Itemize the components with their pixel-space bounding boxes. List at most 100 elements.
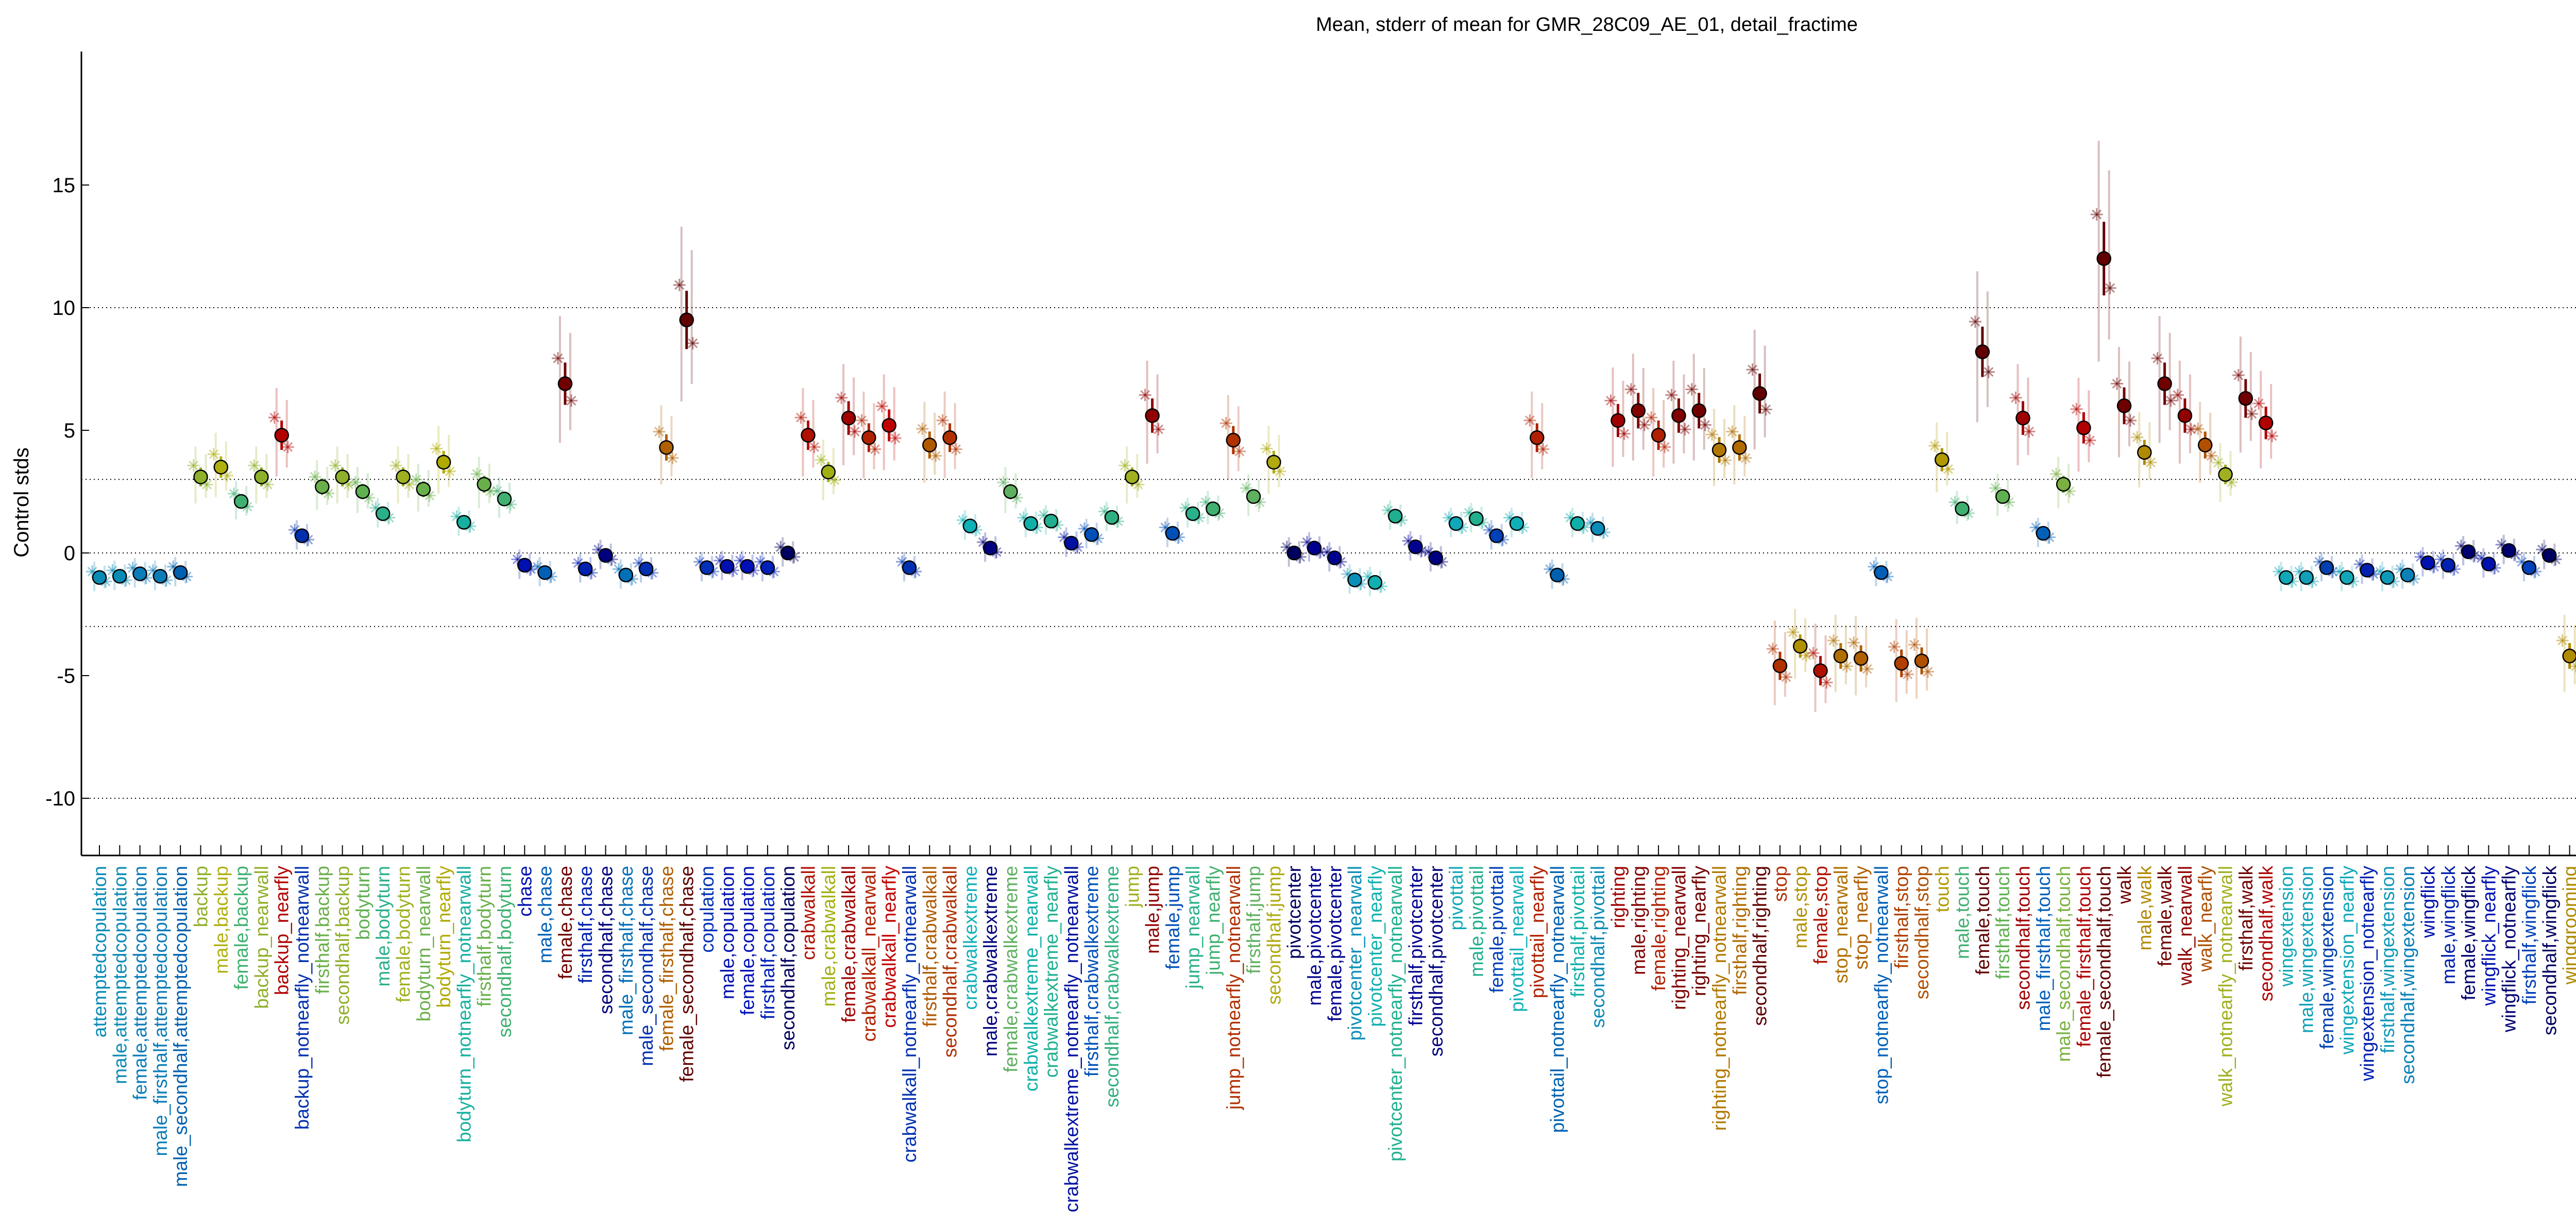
mean-marker[interactable] — [2562, 648, 2576, 664]
mean-marker[interactable] — [1064, 535, 1079, 551]
mean-marker[interactable] — [1448, 516, 1464, 531]
mean-marker[interactable] — [1125, 469, 1140, 484]
mean-marker[interactable] — [1367, 575, 1383, 590]
mean-marker[interactable] — [2360, 563, 2375, 578]
mean-marker[interactable] — [1084, 527, 1099, 542]
mean-marker[interactable] — [2238, 391, 2253, 406]
mean-marker[interactable] — [375, 506, 391, 522]
mean-marker[interactable] — [1428, 550, 1444, 565]
mean-marker[interactable] — [2258, 415, 2274, 430]
mean-marker[interactable] — [1631, 403, 1646, 418]
mean-marker[interactable] — [1874, 565, 1889, 580]
mean-marker[interactable] — [1165, 526, 1180, 541]
mean-marker[interactable] — [132, 566, 147, 581]
mean-marker[interactable] — [1489, 528, 1504, 543]
mean-marker[interactable] — [1853, 651, 1869, 666]
mean-marker[interactable] — [1935, 452, 1950, 467]
mean-marker[interactable] — [780, 545, 795, 561]
mean-marker[interactable] — [477, 477, 492, 492]
mean-marker[interactable] — [274, 428, 289, 443]
mean-marker[interactable] — [801, 428, 816, 443]
mean-marker[interactable] — [416, 481, 431, 497]
mean-marker[interactable] — [962, 518, 978, 533]
mean-marker[interactable] — [2157, 376, 2172, 391]
mean-marker[interactable] — [2116, 398, 2132, 413]
mean-marker[interactable] — [1671, 408, 1686, 423]
mean-marker[interactable] — [436, 455, 451, 470]
mean-marker[interactable] — [1206, 501, 1221, 516]
mean-marker[interactable] — [1894, 656, 1909, 671]
mean-marker[interactable] — [2400, 567, 2415, 583]
mean-marker[interactable] — [740, 559, 755, 574]
mean-marker[interactable] — [2420, 555, 2435, 570]
mean-marker[interactable] — [1226, 432, 1241, 448]
mean-marker[interactable] — [2441, 558, 2456, 573]
mean-marker[interactable] — [2299, 570, 2314, 585]
mean-marker[interactable] — [2036, 526, 2051, 541]
mean-marker[interactable] — [821, 464, 836, 480]
mean-marker[interactable] — [517, 558, 532, 573]
mean-marker[interactable] — [1651, 428, 1666, 443]
mean-marker[interactable] — [557, 376, 573, 391]
mean-marker[interactable] — [1408, 539, 1423, 555]
mean-marker[interactable] — [1003, 484, 1018, 499]
mean-marker[interactable] — [1550, 567, 1565, 583]
mean-marker[interactable] — [1327, 550, 1342, 565]
mean-marker[interactable] — [1955, 501, 1970, 516]
mean-marker[interactable] — [982, 541, 998, 556]
mean-marker[interactable] — [1995, 489, 2010, 504]
mean-marker[interactable] — [1266, 455, 1281, 470]
mean-marker[interactable] — [2197, 438, 2213, 452]
mean-marker[interactable] — [638, 561, 654, 577]
mean-marker[interactable] — [720, 559, 735, 574]
mean-marker[interactable] — [112, 568, 127, 584]
mean-marker[interactable] — [2218, 467, 2233, 482]
mean-marker[interactable] — [1023, 516, 1039, 531]
mean-marker[interactable] — [578, 561, 593, 577]
mean-marker[interactable] — [699, 560, 715, 575]
mean-marker[interactable] — [1043, 513, 1059, 529]
mean-marker[interactable] — [760, 560, 775, 575]
mean-marker[interactable] — [355, 484, 370, 499]
mean-marker[interactable] — [1611, 413, 1625, 428]
mean-marker[interactable] — [335, 469, 350, 484]
mean-marker[interactable] — [1246, 489, 1261, 504]
mean-marker[interactable] — [396, 469, 411, 484]
mean-marker[interactable] — [1104, 510, 1120, 525]
mean-marker[interactable] — [1732, 440, 1747, 455]
mean-marker[interactable] — [193, 469, 208, 484]
mean-marker[interactable] — [1469, 511, 1484, 526]
mean-marker[interactable] — [173, 565, 188, 580]
mean-marker[interactable] — [2056, 477, 2071, 492]
mean-marker[interactable] — [456, 515, 471, 530]
mean-marker[interactable] — [152, 568, 168, 584]
mean-marker[interactable] — [2542, 548, 2557, 563]
mean-marker[interactable] — [922, 438, 937, 452]
mean-marker[interactable] — [1772, 658, 1788, 674]
mean-marker[interactable] — [2521, 560, 2537, 575]
mean-marker[interactable] — [497, 492, 512, 507]
mean-marker[interactable] — [1711, 442, 1727, 458]
mean-marker[interactable] — [1914, 653, 1929, 668]
mean-marker[interactable] — [315, 479, 330, 494]
mean-marker[interactable] — [1752, 386, 1767, 401]
mean-marker[interactable] — [254, 469, 269, 484]
mean-marker[interactable] — [1691, 403, 1706, 418]
mean-marker[interactable] — [537, 565, 552, 580]
mean-marker[interactable] — [659, 440, 674, 455]
mean-marker[interactable] — [2481, 557, 2496, 572]
mean-marker[interactable] — [1387, 509, 1403, 524]
mean-marker[interactable] — [92, 570, 107, 585]
mean-marker[interactable] — [2076, 420, 2091, 435]
mean-marker[interactable] — [618, 567, 634, 583]
mean-marker[interactable] — [1185, 506, 1200, 522]
mean-marker[interactable] — [1813, 663, 1828, 678]
mean-marker[interactable] — [861, 430, 876, 445]
mean-marker[interactable] — [2015, 410, 2030, 426]
mean-marker[interactable] — [598, 548, 613, 563]
mean-marker[interactable] — [233, 494, 249, 509]
mean-marker[interactable] — [1833, 648, 1849, 664]
mean-marker[interactable] — [1530, 430, 1545, 445]
mean-marker[interactable] — [679, 312, 694, 328]
mean-marker[interactable] — [2319, 560, 2334, 575]
